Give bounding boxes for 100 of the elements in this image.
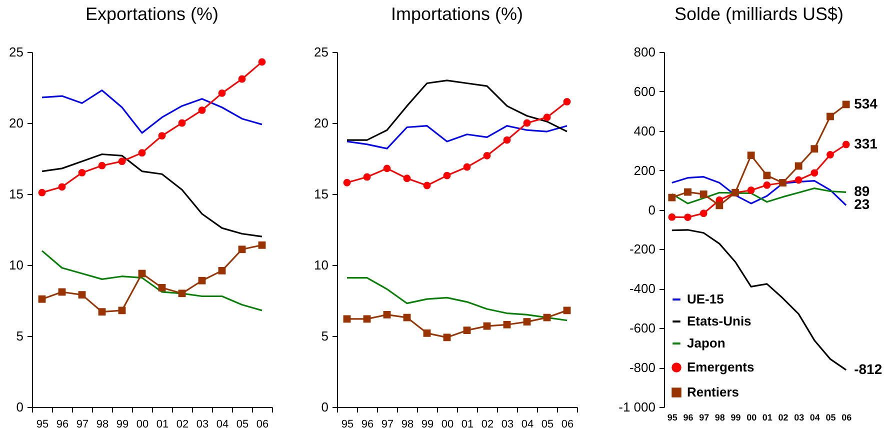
y-tick-label: 10 bbox=[9, 258, 24, 272]
point bbox=[523, 318, 531, 326]
point bbox=[258, 58, 266, 66]
x-tick-label: 06 bbox=[256, 418, 269, 430]
point bbox=[463, 163, 471, 171]
point bbox=[343, 178, 351, 186]
point bbox=[198, 276, 206, 284]
point bbox=[463, 326, 471, 334]
point bbox=[158, 132, 166, 140]
y-tick-label: -200 bbox=[629, 242, 656, 257]
y-tick-label: 0 bbox=[321, 400, 328, 414]
point bbox=[700, 190, 708, 198]
point bbox=[763, 172, 771, 180]
y-tick-label: 600 bbox=[634, 84, 656, 99]
y-tick-label: -400 bbox=[629, 281, 656, 296]
point bbox=[383, 164, 391, 172]
x-tick-label: 02 bbox=[778, 412, 788, 422]
x-tick-label: 97 bbox=[381, 418, 394, 430]
point bbox=[763, 181, 771, 189]
x-tick-label: 06 bbox=[842, 412, 852, 422]
point bbox=[78, 291, 86, 299]
line-series bbox=[41, 153, 263, 238]
x-tick-label: 95 bbox=[36, 418, 49, 430]
point bbox=[443, 334, 451, 342]
x-tick-label: 98 bbox=[96, 418, 109, 430]
y-tick-label: -600 bbox=[629, 320, 656, 336]
x-tick-label: 04 bbox=[521, 418, 534, 430]
point bbox=[523, 119, 531, 127]
point bbox=[158, 284, 166, 292]
point bbox=[118, 306, 126, 314]
x-tick-label: 03 bbox=[501, 418, 514, 430]
chart-title: Importations (%) bbox=[390, 4, 524, 24]
x-tick-label: 96 bbox=[56, 418, 69, 430]
point bbox=[238, 75, 246, 83]
point bbox=[700, 210, 708, 218]
data-label: 534 bbox=[854, 95, 878, 112]
x-tick-label: 01 bbox=[762, 412, 772, 422]
y-tick-label: 400 bbox=[634, 123, 656, 138]
x-tick-label: 01 bbox=[461, 418, 474, 430]
point bbox=[826, 151, 834, 158]
point bbox=[198, 106, 206, 114]
y-tick-label: 5 bbox=[16, 328, 24, 344]
point bbox=[178, 290, 186, 298]
point bbox=[842, 100, 850, 108]
x-tick-label: 05 bbox=[541, 418, 554, 430]
line-series bbox=[346, 276, 568, 322]
data-label: 331 bbox=[854, 135, 878, 152]
legend-label: Emergents bbox=[687, 360, 754, 374]
point bbox=[543, 114, 551, 122]
point bbox=[503, 320, 511, 328]
point bbox=[178, 119, 186, 127]
x-tick-label: 00 bbox=[136, 418, 149, 430]
point bbox=[483, 152, 491, 160]
x-tick-label: 03 bbox=[196, 418, 209, 430]
y-tick-label: -1 000 bbox=[618, 400, 656, 414]
y-tick-label: 20 bbox=[9, 116, 24, 130]
point bbox=[684, 188, 692, 196]
line-series bbox=[346, 125, 568, 150]
point bbox=[483, 322, 491, 330]
point bbox=[794, 162, 802, 170]
y-tick-label: -800 bbox=[629, 360, 656, 376]
point bbox=[258, 241, 266, 249]
point bbox=[842, 140, 850, 148]
x-tick-label: 04 bbox=[810, 412, 820, 422]
point bbox=[423, 329, 431, 337]
y-tick-label: 0 bbox=[648, 202, 656, 218]
point bbox=[668, 194, 676, 202]
y-tick-label: 20 bbox=[314, 116, 328, 130]
point bbox=[98, 162, 106, 170]
point bbox=[118, 158, 126, 166]
chart-title: Solde (milliards US$) bbox=[674, 4, 844, 24]
point bbox=[38, 188, 46, 196]
chart-title: Exportations (%) bbox=[85, 4, 219, 24]
y-tick-label: 800 bbox=[634, 44, 656, 60]
point bbox=[218, 266, 226, 274]
point bbox=[826, 112, 834, 120]
point bbox=[684, 214, 692, 221]
data-label: -812 bbox=[854, 360, 882, 377]
point bbox=[747, 186, 755, 194]
x-tick-label: 05 bbox=[826, 412, 836, 422]
x-tick-label: 95 bbox=[341, 418, 354, 430]
point bbox=[563, 98, 571, 106]
x-tick-label: 96 bbox=[361, 418, 374, 430]
legend-label: Japon bbox=[687, 336, 726, 350]
y-tick-label: 25 bbox=[9, 44, 24, 60]
x-tick-label: 02 bbox=[176, 418, 189, 430]
point bbox=[363, 173, 371, 181]
x-tick-label: 04 bbox=[216, 418, 229, 430]
point bbox=[238, 246, 246, 254]
x-tick-label: 02 bbox=[481, 418, 494, 430]
y-tick-label: 0 bbox=[16, 400, 24, 414]
point bbox=[218, 89, 226, 97]
x-tick-label: 96 bbox=[683, 412, 694, 422]
point bbox=[38, 295, 46, 303]
point bbox=[563, 306, 571, 314]
x-tick-label: 03 bbox=[794, 412, 804, 422]
point bbox=[443, 172, 451, 180]
y-tick-label: 15 bbox=[314, 186, 328, 202]
point bbox=[503, 136, 511, 144]
legend-label: Rentiers bbox=[687, 384, 740, 400]
